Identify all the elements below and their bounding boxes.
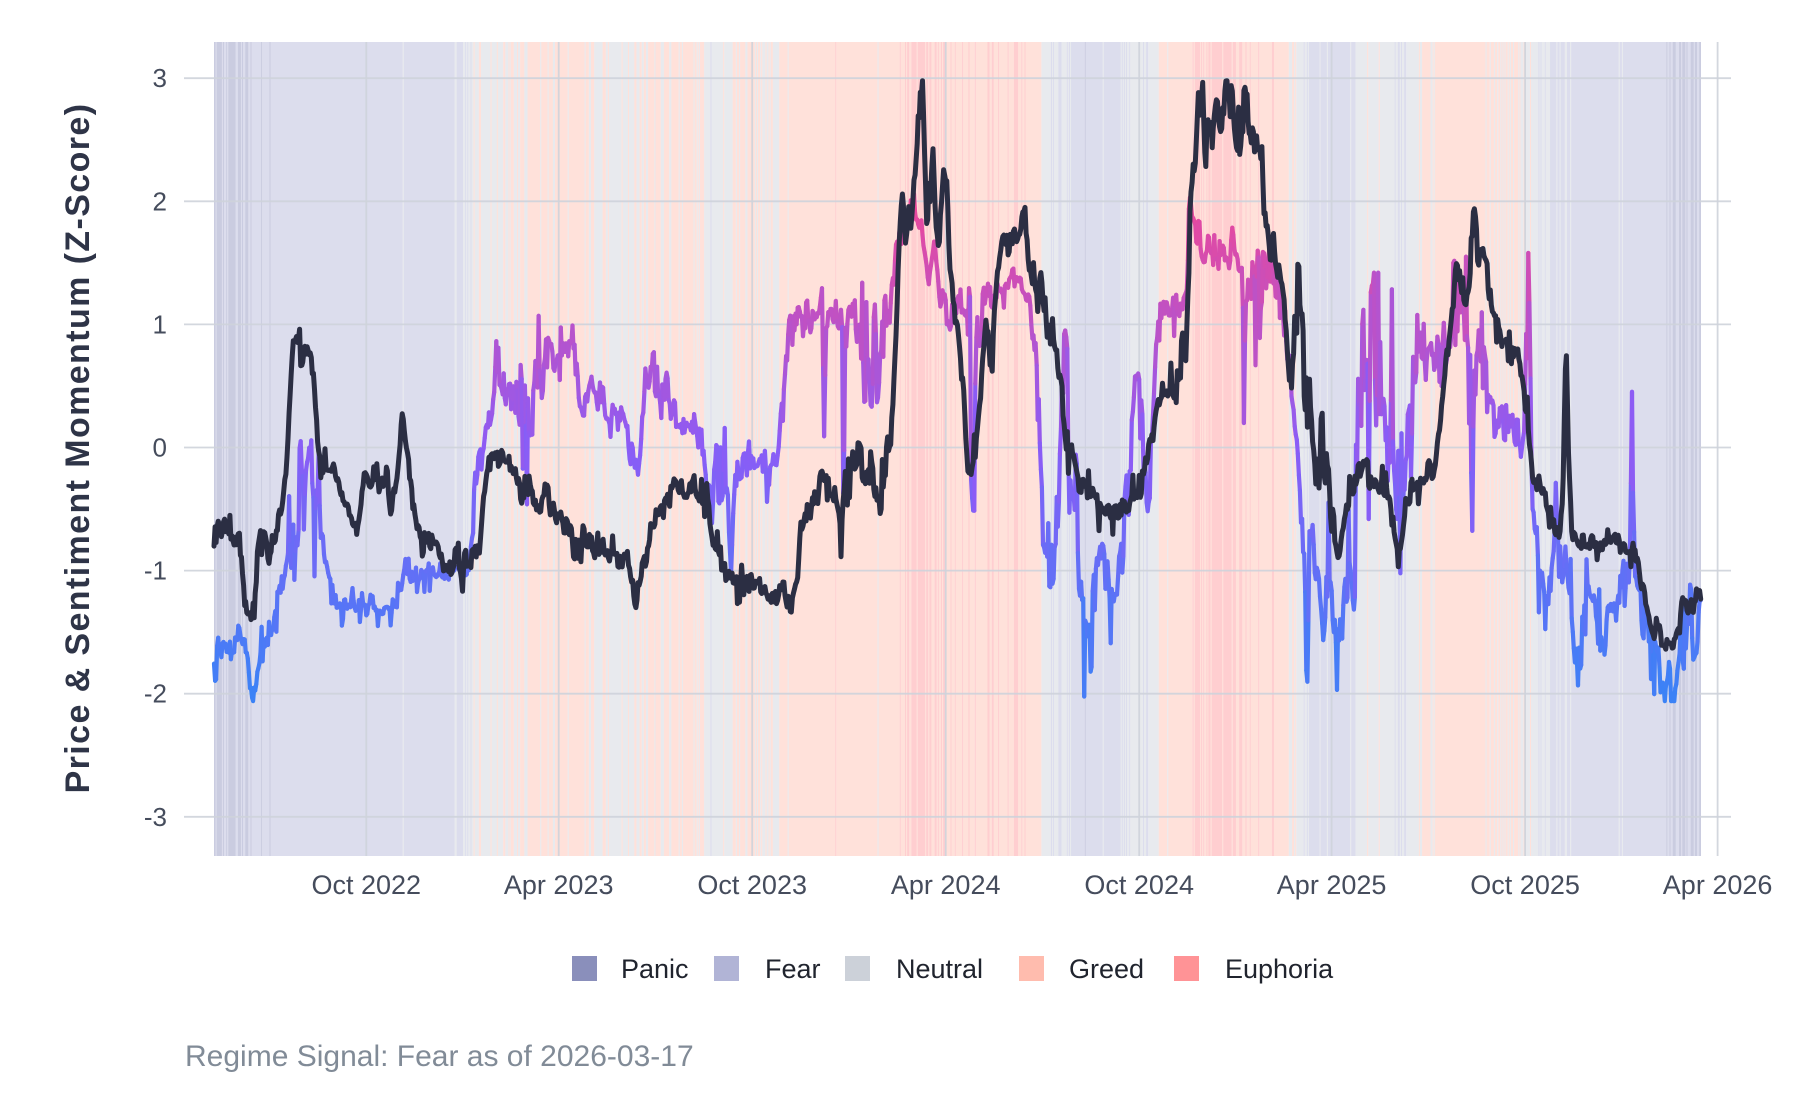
svg-text:Regime Signal: Fear as of 2026: Regime Signal: Fear as of 2026-03-17 [185, 1040, 694, 1073]
svg-text:Fear: Fear [765, 954, 821, 984]
svg-text:Oct 2024: Oct 2024 [1084, 870, 1194, 900]
svg-text:Apr 2026: Apr 2026 [1663, 870, 1773, 900]
svg-text:2: 2 [153, 186, 167, 216]
svg-text:Greed: Greed [1069, 954, 1144, 984]
svg-text:Price & Sentiment Momentum (Z-: Price & Sentiment Momentum (Z-Score) [59, 103, 97, 794]
svg-text:-1: -1 [144, 556, 167, 586]
svg-text:-2: -2 [144, 679, 167, 709]
svg-text:Oct 2023: Oct 2023 [697, 870, 807, 900]
svg-text:0: 0 [153, 433, 167, 463]
svg-text:-3: -3 [144, 802, 167, 832]
svg-text:Oct 2025: Oct 2025 [1470, 870, 1580, 900]
svg-text:Euphoria: Euphoria [1225, 954, 1334, 984]
svg-text:3: 3 [153, 63, 167, 93]
svg-text:Panic: Panic [621, 954, 689, 984]
svg-text:1: 1 [153, 309, 167, 339]
svg-text:Apr 2025: Apr 2025 [1277, 870, 1387, 900]
svg-text:Apr 2023: Apr 2023 [504, 870, 614, 900]
svg-text:Apr 2024: Apr 2024 [891, 870, 1001, 900]
svg-text:Oct 2022: Oct 2022 [312, 870, 422, 900]
svg-text:Neutral: Neutral [896, 954, 983, 984]
